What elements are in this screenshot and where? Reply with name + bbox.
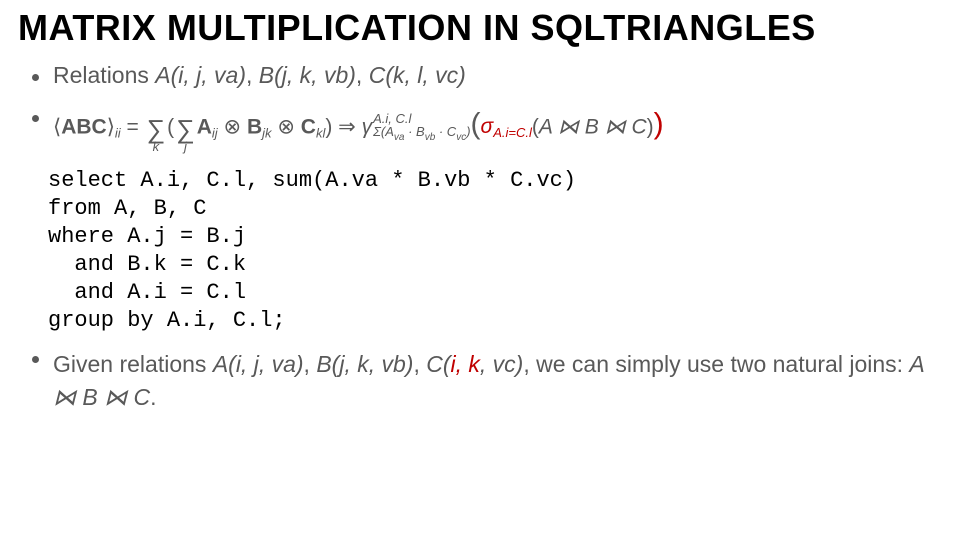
footer-tail: , we can simply use two natural joins: [523,351,909,377]
Ckl-sub: kl [316,125,325,140]
sigma-sub: A.i=C.l [493,125,532,140]
formula-text: ⟨ABC⟩ii = ∑k( ∑jAij ⊗ Bjk ⊗ Ckl) ⇒ γA.i,… [53,103,664,153]
sum-inner-idx: j [184,140,187,153]
eq: = [121,115,145,138]
rel-C: C(k, l, vc) [369,62,466,88]
footer-A: A(i, j, va) [213,351,304,377]
footer-C-pre: C( [426,351,450,377]
angle-open: ⟨ [53,115,61,138]
bullet-icon [32,74,39,81]
formula-bullet: ⟨ABC⟩ii = ∑k( ∑jAij ⊗ Bjk ⊗ Ckl) ⇒ γA.i,… [32,103,942,153]
footer-dot: . [150,384,156,410]
footer-prefix: Given relations [53,351,213,377]
gamma-top: A.i, C.l [373,112,411,126]
sum-outer-idx: k [153,140,160,153]
sum-inner: ∑j [176,103,195,153]
relations-text: Relations A(i, j, va), B(j, k, vb), C(k,… [53,62,466,89]
footer-text: Given relations A(i, j, va), B(j, k, vb)… [53,348,942,415]
sql-code-block: select A.i, C.l, sum(A.va * B.vb * C.vc)… [48,167,942,336]
footer-C-post: , vc) [480,351,523,377]
gamma: γ [362,115,373,138]
Ckl: C [301,115,316,138]
sigma-expr: σA.i=C.l [481,115,532,138]
code-line: from A, B, C [48,196,206,221]
rel-A: A(i, j, va) [155,62,246,88]
rel-B: B(j, k, vb) [259,62,356,88]
Aij: A [197,115,212,138]
code-line: where A.j = B.j [48,224,246,249]
code-line: and B.k = C.k [48,252,246,277]
gamma-scripts: A.i, C.lΣ(Ava · Bvb · Cvc) [373,112,470,144]
implies: ⇒ [332,115,361,138]
ot1: ⊗ [218,115,247,138]
footer-bullet: Given relations A(i, j, va), B(j, k, vb)… [32,344,942,415]
sum-outer: ∑k [147,103,166,153]
page-title: MATRIX MULTIPLICATION IN SQLTRIANGLES [18,8,942,48]
footer-B: B(j, k, vb) [316,351,413,377]
relations-bullet: Relations A(i, j, va), B(j, k, vb), C(k,… [32,62,942,89]
footer-C-red: i, k [451,351,480,377]
code-line: select A.i, C.l, sum(A.va * B.vb * C.vc) [48,168,576,193]
code-line: and A.i = C.l [48,280,246,305]
slide: MATRIX MULTIPLICATION IN SQLTRIANGLES Re… [0,0,960,540]
rel-sep1: , [246,62,259,88]
Bjk: B [247,115,262,138]
rel-sep2: , [356,62,369,88]
bullet-icon [32,115,39,122]
sigma: σ [481,115,494,138]
join-body: A ⋈ B ⋈ C [539,115,647,138]
lhs-body: ABC [61,115,107,138]
ot2: ⊗ [272,115,301,138]
relations-prefix: Relations [53,62,155,88]
bullet-icon [32,356,39,363]
Bjk-sub: jk [262,125,271,140]
code-line: group by A.i, C.l; [48,308,286,333]
angle-close: ⟩ [107,115,115,138]
